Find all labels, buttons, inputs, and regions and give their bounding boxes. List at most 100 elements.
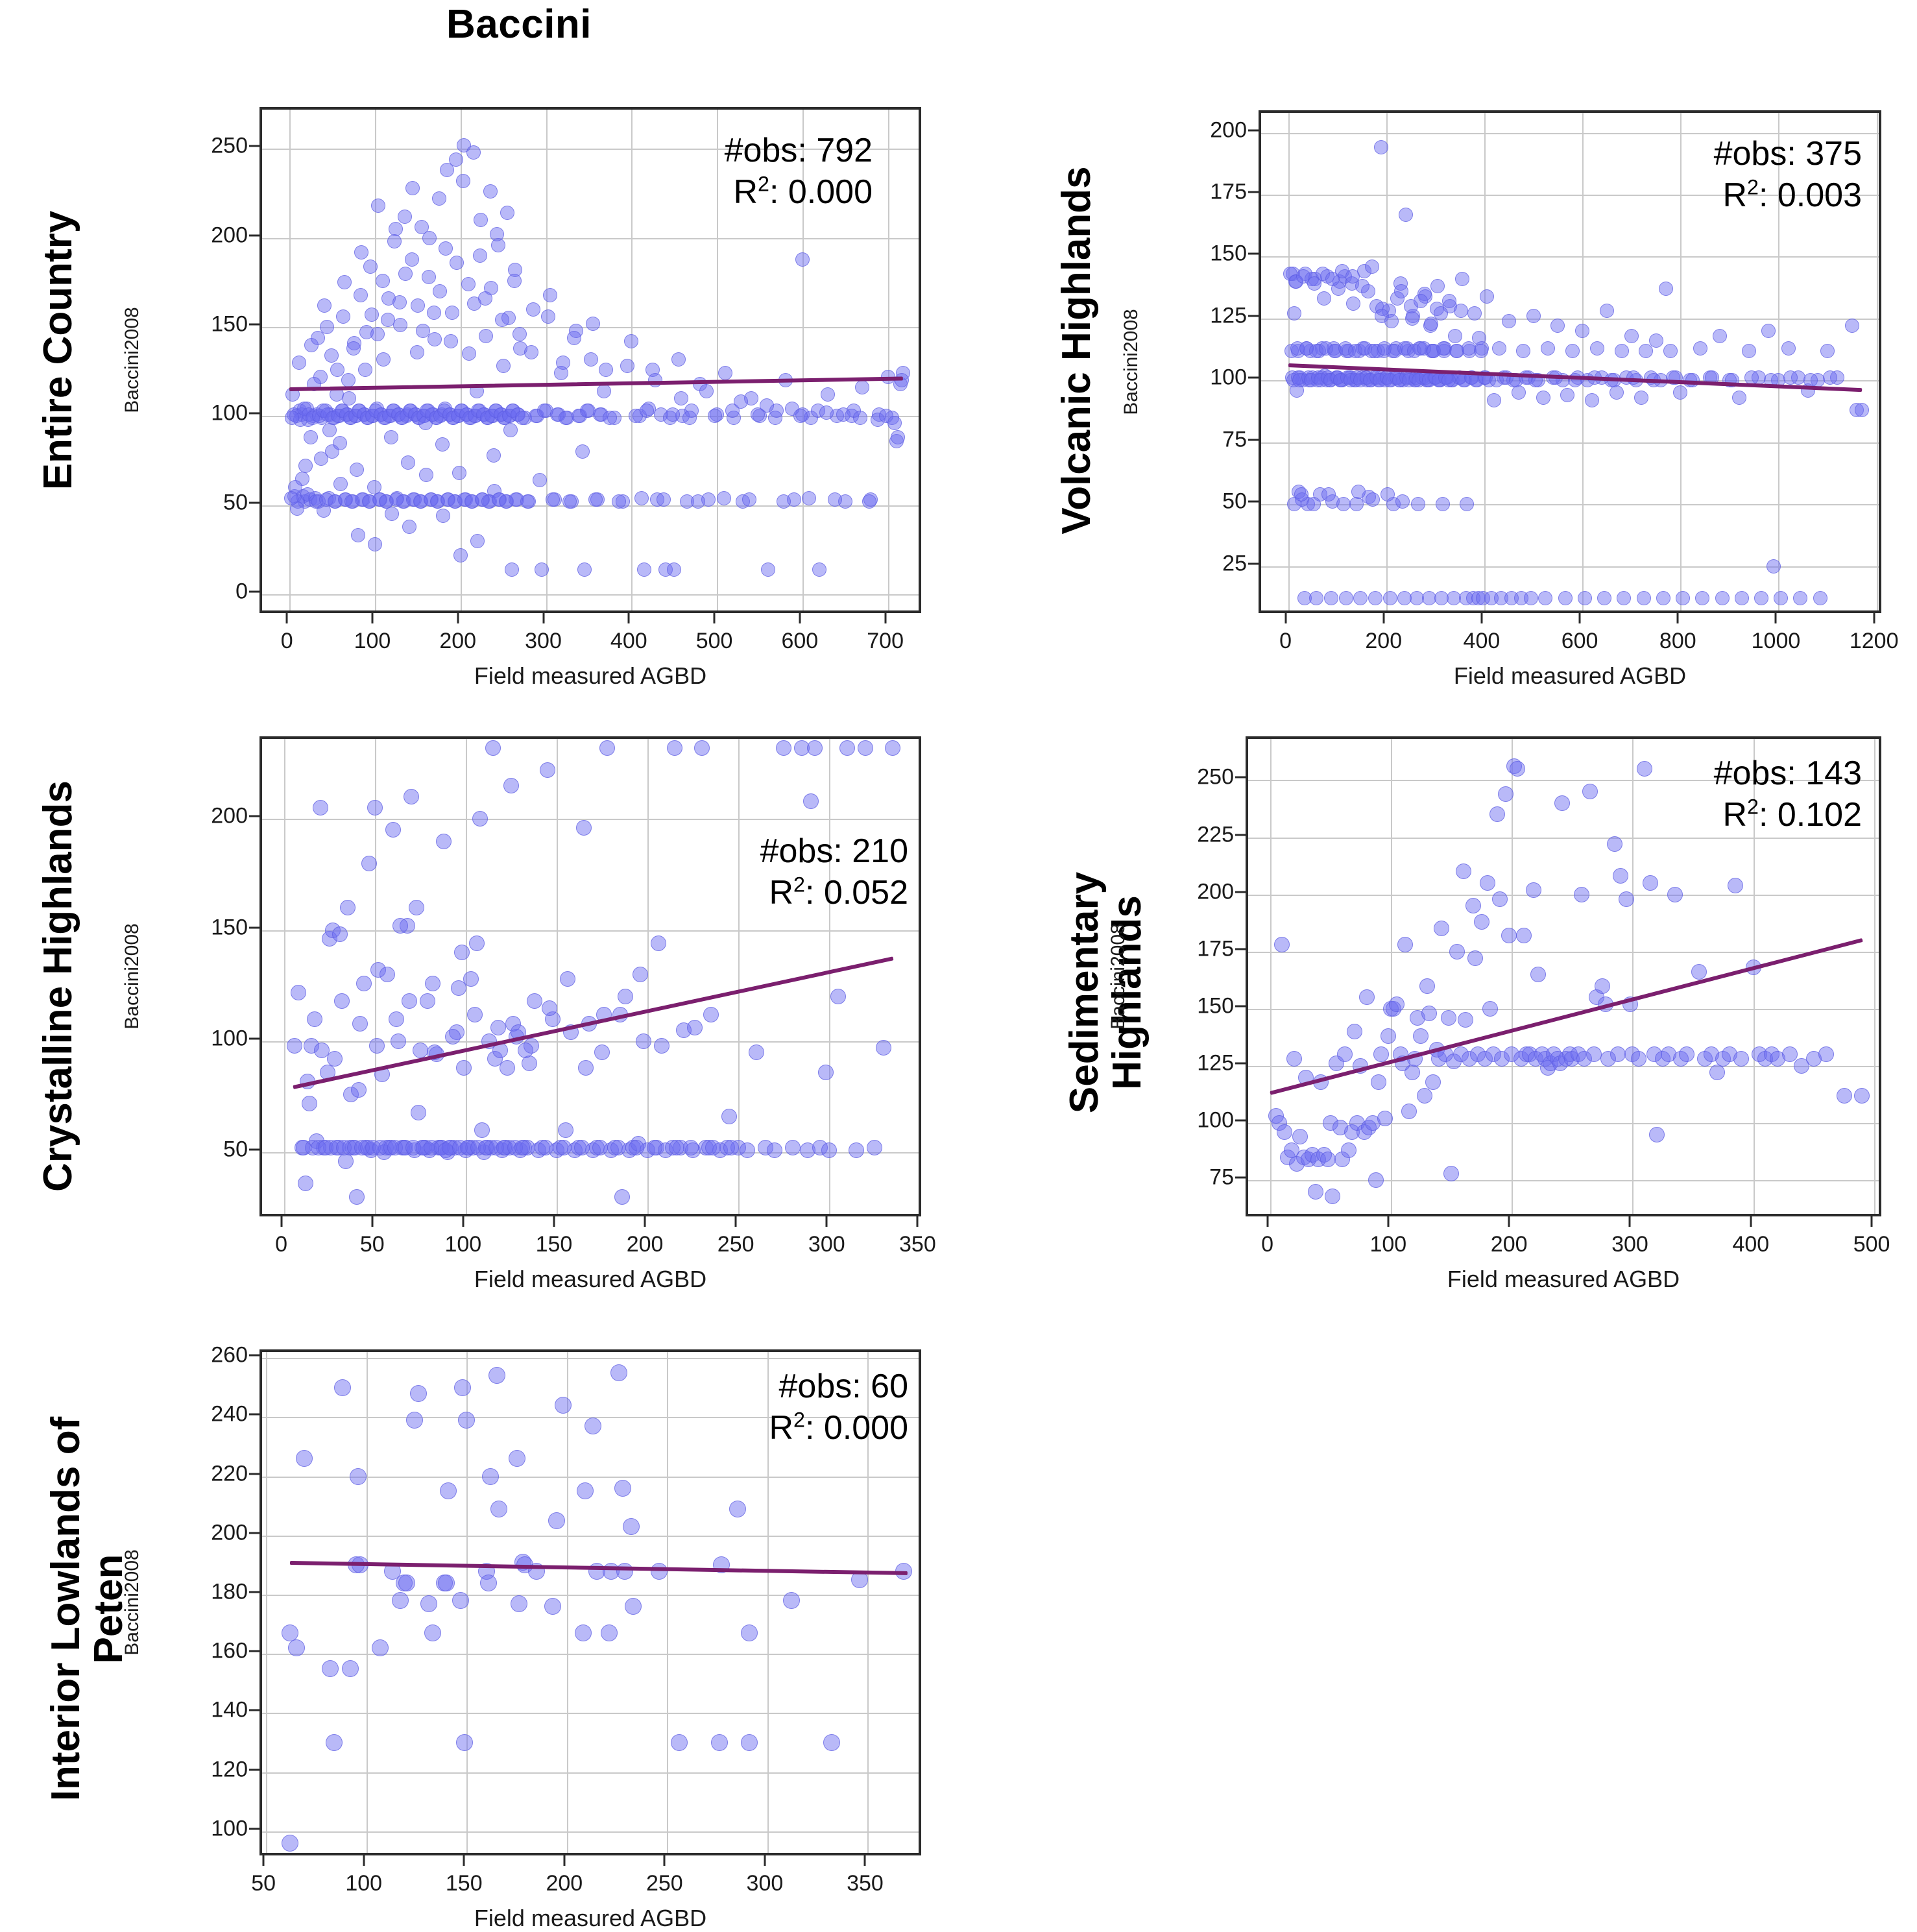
data-point (447, 494, 462, 509)
data-point (1691, 964, 1707, 980)
data-point (1703, 1046, 1719, 1063)
data-point (1637, 760, 1653, 777)
data-point (380, 313, 395, 328)
data-point (428, 411, 443, 426)
x-tick-mark (916, 1216, 919, 1227)
data-point (1304, 1147, 1320, 1163)
data-point (457, 492, 472, 507)
data-point (1358, 370, 1373, 385)
data-point (1320, 269, 1335, 284)
x-tick-mark (764, 1855, 766, 1866)
data-point (289, 409, 304, 424)
data-point (1374, 140, 1389, 155)
data-point (490, 227, 505, 242)
y-tick-mark (1235, 1176, 1246, 1179)
y-tick-mark (249, 590, 259, 593)
data-point (400, 407, 415, 422)
data-point (410, 298, 425, 313)
data-point (1310, 373, 1325, 388)
trendline (1269, 937, 1863, 1095)
data-point (294, 1140, 310, 1156)
data-point (785, 402, 800, 417)
data-point (1431, 1051, 1447, 1067)
data-point (658, 562, 673, 577)
data-point (1326, 341, 1341, 356)
data-point (407, 1142, 423, 1158)
data-point (1482, 373, 1497, 388)
data-point (624, 1598, 642, 1615)
data-point (521, 1056, 537, 1072)
data-point (1504, 1046, 1520, 1063)
data-point (1343, 373, 1358, 388)
data-point (326, 411, 341, 426)
data-point (372, 1639, 389, 1657)
y-tick-label: 160 (211, 1638, 248, 1663)
data-point (1344, 1124, 1360, 1141)
data-point (1400, 341, 1415, 356)
y-tick-mark (249, 1532, 259, 1534)
gridline-horizontal (1261, 256, 1879, 258)
gridline-horizontal (262, 1535, 919, 1537)
data-point (1683, 373, 1698, 388)
data-point (388, 222, 403, 236)
data-point (1294, 492, 1309, 507)
x-tick-label: 400 (610, 629, 647, 653)
data-point (1286, 267, 1301, 282)
data-point (476, 492, 490, 507)
data-point (296, 489, 311, 503)
data-point (509, 492, 524, 507)
data-point (1506, 373, 1521, 388)
data-point (1344, 276, 1359, 291)
data-point (1368, 1172, 1384, 1189)
y-tick-mark (1248, 439, 1259, 441)
row-label-1: Volcanic Highlands (1054, 166, 1100, 535)
data-point (293, 412, 308, 427)
data-point (1585, 392, 1600, 407)
data-point (494, 407, 509, 422)
data-point (470, 533, 485, 548)
gridline-vertical (1582, 113, 1584, 610)
data-point (420, 404, 435, 418)
data-point (366, 409, 381, 424)
data-point (448, 1024, 464, 1041)
data-point (712, 1556, 730, 1574)
data-point (285, 411, 300, 426)
y-tick-label: 225 (1197, 822, 1234, 847)
data-point (484, 280, 499, 295)
y-tick-mark (249, 1354, 259, 1357)
data-point (668, 1140, 684, 1156)
data-point (306, 409, 321, 424)
gridline-horizontal (1248, 894, 1879, 896)
data-point (1417, 1087, 1432, 1104)
data-point (1349, 1115, 1365, 1131)
data-point (423, 1140, 439, 1156)
data-point (356, 492, 370, 507)
data-point (676, 1022, 692, 1038)
x-tick-label: 350 (899, 1232, 936, 1257)
data-point (383, 430, 398, 445)
data-point (337, 1153, 354, 1169)
gridline-horizontal (1261, 380, 1879, 382)
x-tick-label: 600 (781, 629, 819, 653)
data-point (492, 492, 507, 507)
data-point (1332, 1120, 1348, 1136)
data-point (1369, 298, 1384, 313)
data-point (1528, 1051, 1544, 1067)
data-point (544, 1598, 562, 1615)
data-point (328, 494, 343, 509)
y-axis-label: Baccini2008 (1120, 308, 1142, 415)
data-point (320, 320, 335, 335)
data-point (624, 334, 639, 349)
gridline-vertical (647, 739, 649, 1214)
y-tick-mark (249, 412, 259, 415)
data-point (430, 494, 445, 509)
data-point (387, 234, 402, 249)
data-point (705, 1140, 721, 1156)
data-point (427, 1044, 443, 1061)
data-point (365, 409, 380, 424)
data-point (474, 213, 488, 228)
data-point (472, 811, 488, 827)
data-point (340, 407, 355, 422)
data-point (389, 1011, 405, 1027)
data-point (817, 1064, 834, 1080)
